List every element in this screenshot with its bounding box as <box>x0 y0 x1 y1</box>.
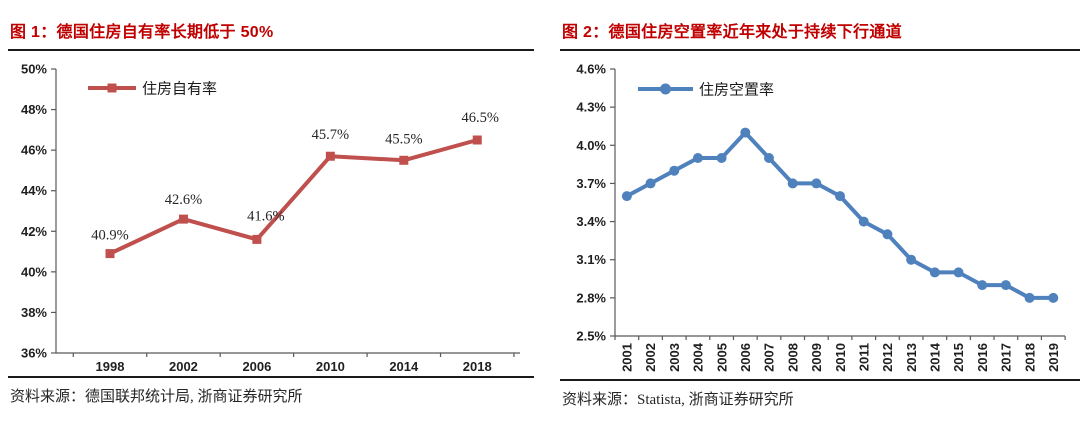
figure-1-line-chart: 50% 48% 46% 44% 42% 40% 38% 36% 1998 2002 2006 2010… <box>8 51 534 376</box>
svg-text:2018: 2018 <box>1022 343 1037 372</box>
svg-text:4.3%: 4.3% <box>576 100 606 115</box>
svg-text:2004: 2004 <box>691 342 706 372</box>
svg-text:2018: 2018 <box>463 359 492 374</box>
svg-text:2016: 2016 <box>975 343 990 372</box>
svg-text:2002: 2002 <box>169 359 198 374</box>
svg-text:42%: 42% <box>21 224 47 239</box>
svg-text:2006: 2006 <box>242 359 271 374</box>
svg-text:2011: 2011 <box>856 343 871 371</box>
svg-text:44%: 44% <box>21 183 47 198</box>
svg-text:2014: 2014 <box>389 359 419 374</box>
figure-2: 图 2：德国住房空置率近年来处于持续下行通道 4.6% 4.3% 4.0% 3.7% 3… <box>560 16 1080 409</box>
svg-text:3.4%: 3.4% <box>576 214 606 229</box>
svg-text:2.5%: 2.5% <box>576 329 606 344</box>
figure-1-title-rule <box>8 49 534 51</box>
svg-text:41.6%: 41.6% <box>247 208 284 224</box>
svg-text:2.8%: 2.8% <box>576 290 606 305</box>
svg-text:3.7%: 3.7% <box>576 176 606 191</box>
svg-text:住房空置率: 住房空置率 <box>699 82 774 99</box>
svg-text:2017: 2017 <box>999 343 1014 372</box>
svg-text:2012: 2012 <box>880 343 895 372</box>
svg-text:46.5%: 46.5% <box>462 110 499 126</box>
svg-text:40%: 40% <box>21 264 47 279</box>
svg-text:50%: 50% <box>21 62 47 77</box>
svg-text:40.9%: 40.9% <box>91 228 128 244</box>
figure-1: 图 1：德国住房自有率长期低于 50% 50% 48% 46% 44% 42% 40% 38… <box>8 16 534 409</box>
svg-text:2001: 2001 <box>620 343 635 372</box>
svg-text:4.0%: 4.0% <box>576 138 606 153</box>
svg-text:38%: 38% <box>21 305 47 320</box>
svg-text:2003: 2003 <box>667 343 682 372</box>
svg-text:45.5%: 45.5% <box>385 131 422 147</box>
svg-text:1998: 1998 <box>96 359 125 374</box>
figure-2-bottom-rule <box>560 379 1080 381</box>
svg-text:2015: 2015 <box>951 343 966 372</box>
figure-2-title-rule <box>560 49 1080 51</box>
svg-text:3.1%: 3.1% <box>576 252 606 267</box>
svg-text:36%: 36% <box>21 346 47 361</box>
figure-2-title: 图 2：德国住房空置率近年来处于持续下行通道 <box>562 24 902 41</box>
figure-1-bottom-rule <box>8 376 534 378</box>
figure-2-line-chart: 4.6% 4.3% 4.0% 3.7% 3.4% 3.1% 2.8% 2.5% 2001 2002… <box>560 51 1080 379</box>
svg-text:2002: 2002 <box>643 343 658 372</box>
svg-text:46%: 46% <box>21 143 47 158</box>
svg-text:2010: 2010 <box>316 359 345 374</box>
svg-text:45.7%: 45.7% <box>312 127 349 143</box>
svg-text:2008: 2008 <box>785 343 800 372</box>
figure-1-title: 图 1：德国住房自有率长期低于 50% <box>10 24 274 41</box>
svg-text:2013: 2013 <box>904 343 919 372</box>
svg-text:4.6%: 4.6% <box>576 62 606 77</box>
svg-text:住房自有率: 住房自有率 <box>142 81 217 98</box>
svg-text:2009: 2009 <box>809 343 824 372</box>
figure-1-source: 资料来源：德国联邦统计局, 浙商证券研究所 <box>10 389 303 405</box>
svg-text:2019: 2019 <box>1046 343 1061 372</box>
svg-text:2005: 2005 <box>714 343 729 372</box>
svg-text:48%: 48% <box>21 102 47 117</box>
svg-text:2010: 2010 <box>833 343 848 372</box>
report-figures-row: 图 1：德国住房自有率长期低于 50% 50% 48% 46% 44% 42% 40% 38… <box>8 16 1080 409</box>
svg-text:2006: 2006 <box>738 343 753 372</box>
svg-text:2007: 2007 <box>762 343 777 372</box>
svg-text:42.6%: 42.6% <box>165 192 202 208</box>
svg-text:2014: 2014 <box>928 342 943 372</box>
figure-2-source: 资料来源：Statista, 浙商证券研究所 <box>562 392 794 408</box>
